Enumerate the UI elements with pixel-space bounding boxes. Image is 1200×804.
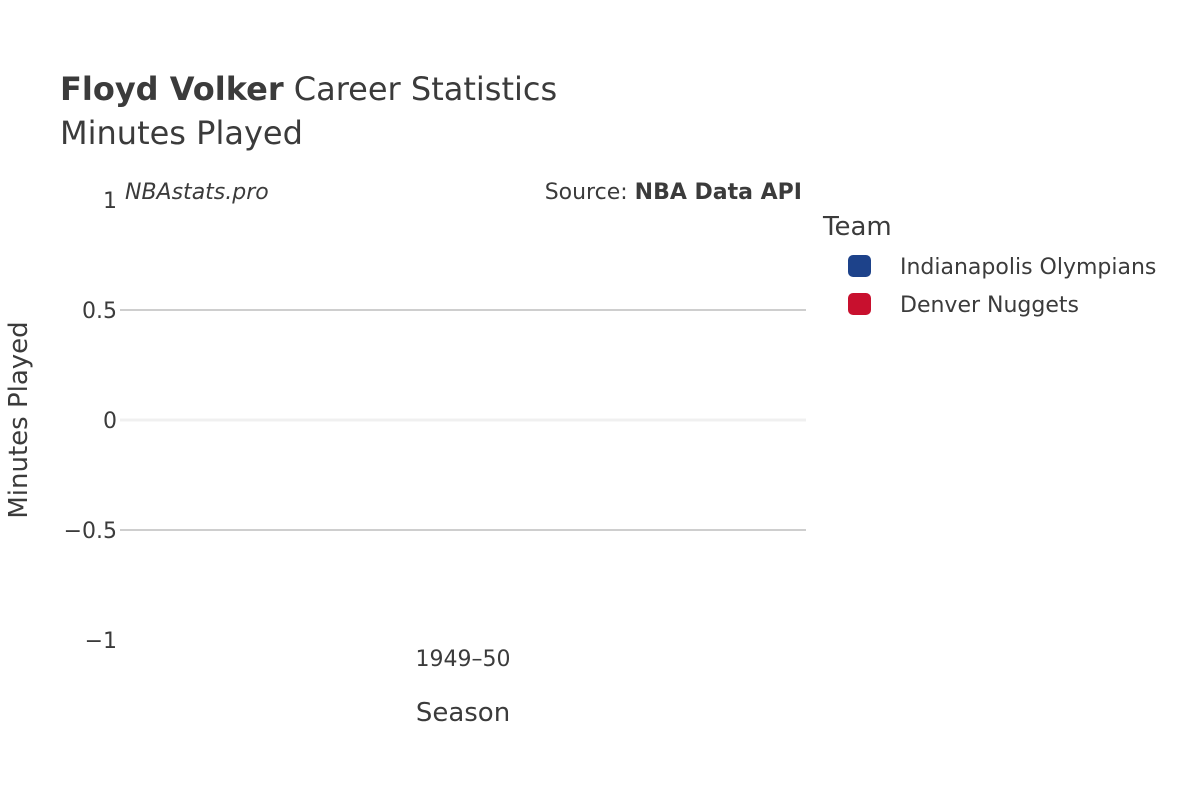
legend-label: Denver Nuggets — [900, 293, 1079, 318]
y-tick-label: −1 — [85, 629, 117, 654]
title-rest: Career Statistics — [284, 70, 558, 108]
y-axis-title: Minutes Played — [4, 321, 34, 518]
legend-swatch — [848, 255, 871, 277]
y-tick-labels: 1 0.5 0 −0.5 −1 — [64, 189, 117, 654]
legend-items: Indianapolis Olympians Denver Nuggets — [848, 255, 1156, 318]
chart-title: Floyd Volker Career Statistics — [60, 70, 557, 108]
y-tick-label: 1 — [103, 189, 117, 214]
watermark: NBAstats.pro — [125, 180, 269, 205]
x-axis-title: Season — [416, 698, 510, 728]
grid-lines — [120, 309, 806, 531]
player-name: Floyd Volker — [60, 70, 284, 108]
chart-subtitle: Minutes Played — [60, 114, 303, 152]
legend-swatch — [848, 293, 871, 315]
x-tick-label: 1949–50 — [416, 647, 511, 672]
legend-title: Team — [822, 212, 892, 242]
y-tick-label: 0 — [103, 409, 117, 434]
source-prefix: Source: — [545, 180, 635, 205]
x-tick-labels: 1949–50 — [416, 647, 511, 672]
source-name: NBA Data API — [635, 180, 802, 205]
legend-label: Indianapolis Olympians — [900, 255, 1156, 280]
source-credit: Source: NBA Data API — [545, 180, 802, 205]
legend: Team Indianapolis Olympians Denver Nugget… — [822, 212, 1156, 318]
y-tick-label: −0.5 — [64, 519, 117, 544]
y-tick-label: 0.5 — [82, 299, 117, 324]
